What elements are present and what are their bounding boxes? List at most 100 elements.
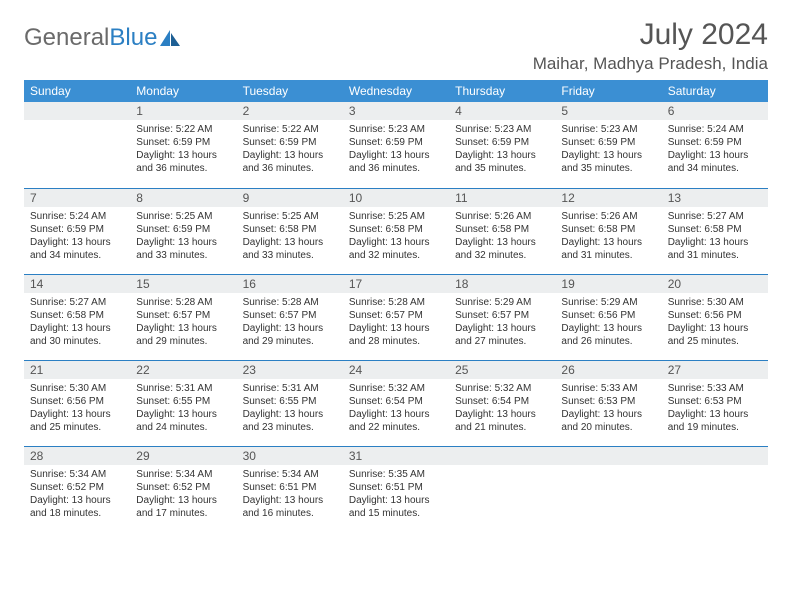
- logo: GeneralBlue: [24, 24, 181, 52]
- sunset-text: Sunset: 6:57 PM: [455, 309, 549, 322]
- sunrise-text: Sunrise: 5:25 AM: [243, 210, 337, 223]
- daylight-text: Daylight: 13 hours and 17 minutes.: [136, 494, 230, 520]
- day-number: 11: [449, 189, 555, 207]
- daylight-text: Daylight: 13 hours and 18 minutes.: [30, 494, 124, 520]
- day-number: 10: [343, 189, 449, 207]
- calendar-body: 1Sunrise: 5:22 AMSunset: 6:59 PMDaylight…: [24, 102, 768, 532]
- week-row: 28Sunrise: 5:34 AMSunset: 6:52 PMDayligh…: [24, 446, 768, 532]
- week-row: 7Sunrise: 5:24 AMSunset: 6:59 PMDaylight…: [24, 188, 768, 274]
- sunset-text: Sunset: 6:59 PM: [136, 223, 230, 236]
- day-cell: 27Sunrise: 5:33 AMSunset: 6:53 PMDayligh…: [662, 360, 768, 446]
- sunset-text: Sunset: 6:59 PM: [561, 136, 655, 149]
- sunset-text: Sunset: 6:55 PM: [243, 395, 337, 408]
- day-details: Sunrise: 5:35 AMSunset: 6:51 PMDaylight:…: [343, 465, 449, 526]
- day-cell: 17Sunrise: 5:28 AMSunset: 6:57 PMDayligh…: [343, 274, 449, 360]
- day-details: Sunrise: 5:34 AMSunset: 6:52 PMDaylight:…: [130, 465, 236, 526]
- sunset-text: Sunset: 6:58 PM: [349, 223, 443, 236]
- sunset-text: Sunset: 6:53 PM: [668, 395, 762, 408]
- day-details: Sunrise: 5:25 AMSunset: 6:58 PMDaylight:…: [343, 207, 449, 268]
- sunset-text: Sunset: 6:57 PM: [136, 309, 230, 322]
- day-number: 22: [130, 361, 236, 379]
- sunrise-text: Sunrise: 5:30 AM: [30, 382, 124, 395]
- day-cell: 30Sunrise: 5:34 AMSunset: 6:51 PMDayligh…: [237, 446, 343, 532]
- day-header: Friday: [555, 80, 661, 102]
- day-number: 29: [130, 447, 236, 465]
- day-number: 25: [449, 361, 555, 379]
- sunrise-text: Sunrise: 5:34 AM: [243, 468, 337, 481]
- header: GeneralBlue July 2024 Maihar, Madhya Pra…: [24, 18, 768, 74]
- day-details: Sunrise: 5:33 AMSunset: 6:53 PMDaylight:…: [662, 379, 768, 440]
- day-cell: 18Sunrise: 5:29 AMSunset: 6:57 PMDayligh…: [449, 274, 555, 360]
- day-details: Sunrise: 5:26 AMSunset: 6:58 PMDaylight:…: [449, 207, 555, 268]
- sunrise-text: Sunrise: 5:24 AM: [668, 123, 762, 136]
- day-cell: 16Sunrise: 5:28 AMSunset: 6:57 PMDayligh…: [237, 274, 343, 360]
- day-cell: 10Sunrise: 5:25 AMSunset: 6:58 PMDayligh…: [343, 188, 449, 274]
- day-details: Sunrise: 5:25 AMSunset: 6:58 PMDaylight:…: [237, 207, 343, 268]
- day-details: Sunrise: 5:28 AMSunset: 6:57 PMDaylight:…: [237, 293, 343, 354]
- day-number: 17: [343, 275, 449, 293]
- day-cell: 11Sunrise: 5:26 AMSunset: 6:58 PMDayligh…: [449, 188, 555, 274]
- daylight-text: Daylight: 13 hours and 15 minutes.: [349, 494, 443, 520]
- day-details: Sunrise: 5:27 AMSunset: 6:58 PMDaylight:…: [24, 293, 130, 354]
- day-details: Sunrise: 5:34 AMSunset: 6:52 PMDaylight:…: [24, 465, 130, 526]
- day-number: 18: [449, 275, 555, 293]
- sunrise-text: Sunrise: 5:26 AM: [455, 210, 549, 223]
- sunset-text: Sunset: 6:58 PM: [243, 223, 337, 236]
- sunset-text: Sunset: 6:56 PM: [561, 309, 655, 322]
- day-number: 7: [24, 189, 130, 207]
- sunset-text: Sunset: 6:59 PM: [30, 223, 124, 236]
- daylight-text: Daylight: 13 hours and 29 minutes.: [243, 322, 337, 348]
- day-cell: 8 Sunrise: 5:25 AMSunset: 6:59 PMDaylight…: [130, 188, 236, 274]
- day-header: Sunday: [24, 80, 130, 102]
- sunrise-text: Sunrise: 5:35 AM: [349, 468, 443, 481]
- day-cell: [449, 446, 555, 532]
- day-number: 15: [130, 275, 236, 293]
- daylight-text: Daylight: 13 hours and 32 minutes.: [349, 236, 443, 262]
- daylight-text: Daylight: 13 hours and 34 minutes.: [668, 149, 762, 175]
- calendar-page: GeneralBlue July 2024 Maihar, Madhya Pra…: [0, 0, 792, 550]
- daylight-text: Daylight: 13 hours and 33 minutes.: [243, 236, 337, 262]
- logo-text-1: General: [24, 24, 109, 52]
- daylight-text: Daylight: 13 hours and 20 minutes.: [561, 408, 655, 434]
- sunset-text: Sunset: 6:58 PM: [30, 309, 124, 322]
- day-number: 26: [555, 361, 661, 379]
- sunset-text: Sunset: 6:54 PM: [455, 395, 549, 408]
- logo-sail-icon: [159, 29, 181, 47]
- sunrise-text: Sunrise: 5:32 AM: [349, 382, 443, 395]
- day-cell: 24Sunrise: 5:32 AMSunset: 6:54 PMDayligh…: [343, 360, 449, 446]
- day-number: 30: [237, 447, 343, 465]
- day-number: 19: [555, 275, 661, 293]
- daylight-text: Daylight: 13 hours and 35 minutes.: [455, 149, 549, 175]
- day-details: Sunrise: 5:27 AMSunset: 6:58 PMDaylight:…: [662, 207, 768, 268]
- sunrise-text: Sunrise: 5:29 AM: [561, 296, 655, 309]
- sunrise-text: Sunrise: 5:34 AM: [136, 468, 230, 481]
- day-details: Sunrise: 5:28 AMSunset: 6:57 PMDaylight:…: [343, 293, 449, 354]
- day-number: 20: [662, 275, 768, 293]
- daylight-text: Daylight: 13 hours and 31 minutes.: [561, 236, 655, 262]
- day-details: Sunrise: 5:30 AMSunset: 6:56 PMDaylight:…: [662, 293, 768, 354]
- day-cell: 14Sunrise: 5:27 AMSunset: 6:58 PMDayligh…: [24, 274, 130, 360]
- sunrise-text: Sunrise: 5:25 AM: [136, 210, 230, 223]
- day-number: 8: [130, 189, 236, 207]
- daylight-text: Daylight: 13 hours and 36 minutes.: [243, 149, 337, 175]
- day-details: Sunrise: 5:29 AMSunset: 6:56 PMDaylight:…: [555, 293, 661, 354]
- week-row: 14Sunrise: 5:27 AMSunset: 6:58 PMDayligh…: [24, 274, 768, 360]
- day-cell: 28Sunrise: 5:34 AMSunset: 6:52 PMDayligh…: [24, 446, 130, 532]
- day-cell: 4Sunrise: 5:23 AMSunset: 6:59 PMDaylight…: [449, 102, 555, 188]
- day-number: 3: [343, 102, 449, 120]
- day-cell: 31Sunrise: 5:35 AMSunset: 6:51 PMDayligh…: [343, 446, 449, 532]
- daylight-text: Daylight: 13 hours and 25 minutes.: [30, 408, 124, 434]
- sunset-text: Sunset: 6:55 PM: [136, 395, 230, 408]
- sunrise-text: Sunrise: 5:23 AM: [561, 123, 655, 136]
- sunrise-text: Sunrise: 5:22 AM: [243, 123, 337, 136]
- day-details: Sunrise: 5:31 AMSunset: 6:55 PMDaylight:…: [130, 379, 236, 440]
- day-number: 13: [662, 189, 768, 207]
- calendar-table: Sunday Monday Tuesday Wednesday Thursday…: [24, 80, 768, 532]
- day-cell: 23Sunrise: 5:31 AMSunset: 6:55 PMDayligh…: [237, 360, 343, 446]
- daylight-text: Daylight: 13 hours and 33 minutes.: [136, 236, 230, 262]
- day-cell: 6Sunrise: 5:24 AMSunset: 6:59 PMDaylight…: [662, 102, 768, 188]
- page-title: July 2024: [533, 18, 768, 52]
- day-number: 5: [555, 102, 661, 120]
- day-number: 9: [237, 189, 343, 207]
- daylight-text: Daylight: 13 hours and 19 minutes.: [668, 408, 762, 434]
